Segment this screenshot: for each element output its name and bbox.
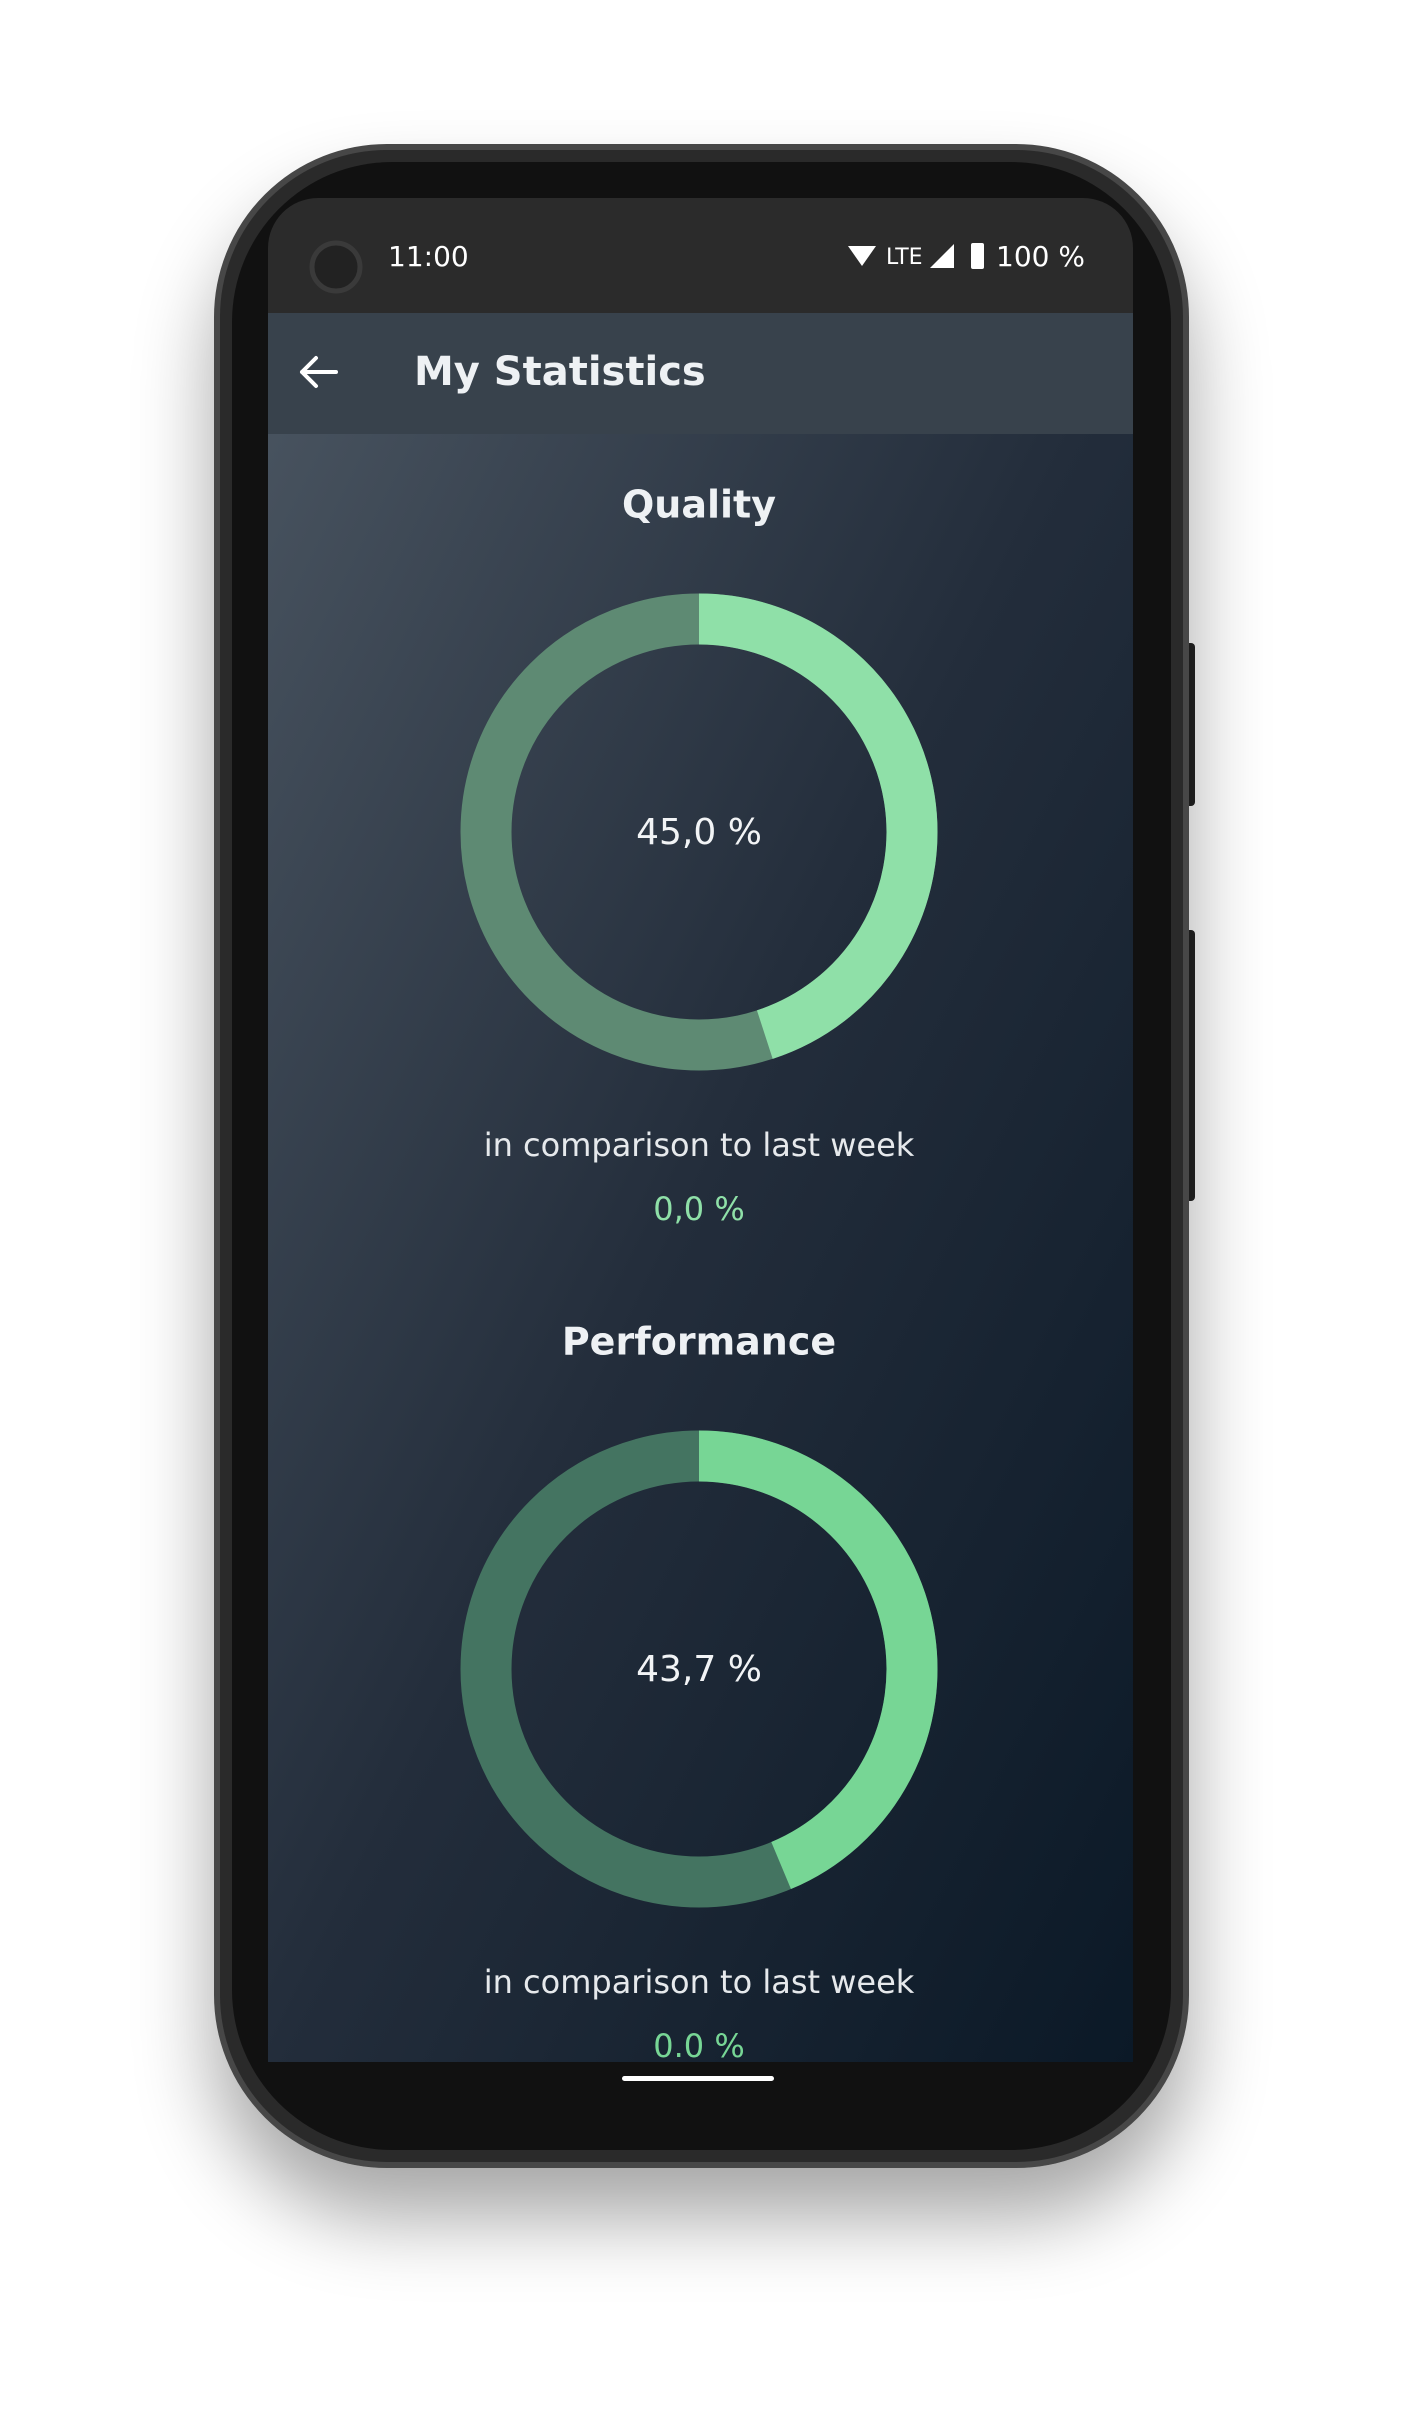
status-battery: 100 % xyxy=(996,240,1085,273)
camera xyxy=(309,240,363,294)
change-value: 0.0 % xyxy=(653,2027,744,2065)
wifi-icon xyxy=(848,246,876,266)
comparison-label: in comparison to last week xyxy=(484,1126,915,1164)
status-time: 11:00 xyxy=(388,240,469,273)
content-background xyxy=(268,313,1133,2062)
change-value: 0,0 % xyxy=(653,1190,744,1228)
donut-value-label: 43,7 % xyxy=(636,1649,762,1690)
donut-arc xyxy=(698,1430,938,1890)
section-title: Quality xyxy=(622,483,776,527)
comparison-label: in comparison to last week xyxy=(484,1963,915,2001)
app-bar-title: My Statistics xyxy=(414,349,706,395)
section-title: Performance xyxy=(562,1320,836,1364)
nav-bar xyxy=(268,2062,1133,2082)
donut-value-label: 45,0 % xyxy=(636,812,762,853)
home-indicator[interactable] xyxy=(622,2076,774,2081)
signal-icon xyxy=(930,244,954,268)
donut-arc xyxy=(698,593,938,1059)
status-network: LTE xyxy=(886,245,923,270)
battery-icon xyxy=(971,243,984,269)
app-bar xyxy=(268,313,1133,434)
back-button[interactable] xyxy=(300,356,338,388)
content: Quality 45,0 % in comparison to last week 0… xyxy=(460,483,938,2065)
